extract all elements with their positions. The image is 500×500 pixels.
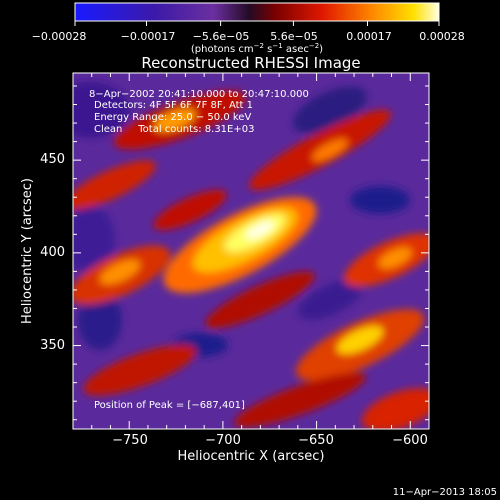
plot-frame: [72, 72, 430, 430]
colorbar-tick-label: −5.6e−05: [193, 30, 250, 43]
y-axis-label: Heliocentric Y (arcsec): [20, 178, 35, 324]
heatmap-image: [73, 73, 429, 429]
colorbar: [74, 2, 440, 22]
colorbar-tick-label: −0.00028: [32, 30, 87, 43]
heatmap-band: [83, 344, 197, 396]
heatmap-hotspot: [336, 326, 384, 354]
x-tick-label: −750: [112, 433, 148, 448]
heatmap-negative-blob: [350, 186, 410, 214]
colorbar-tick-label: −0.00017: [121, 30, 176, 43]
heatmap-band: [205, 271, 315, 329]
heatmap-hotspot: [378, 247, 412, 269]
info-line-time-range: 8−Apr−2002 20:41:10.000 to 20:47:10.000: [89, 89, 309, 100]
peak-position-label: Position of Peak = [−687,401]: [94, 400, 245, 411]
heatmap-hotspot: [99, 259, 141, 285]
colorbar-unit-label: (photons cm−2 s−1 asec−2): [191, 42, 323, 55]
info-line-detectors: Detectors: 4F 5F 6F 7F 8F, Att 1: [94, 100, 253, 111]
colorbar-ticks: [74, 21, 440, 26]
x-axis-ticks: [72, 73, 430, 429]
info-text: 8−Apr−2002 20:41:10.000 to 20:47:10.000 …: [89, 89, 309, 135]
heatmap-negative-blob: [292, 86, 368, 134]
y-axis-ticks: [73, 85, 429, 421]
y-tick-label: 450: [40, 152, 65, 167]
chart-title: Reconstructed RHESSI Image: [141, 54, 360, 72]
heatmap-negative-blob: [78, 290, 122, 350]
heatmap-band: [361, 388, 429, 429]
y-tick-labels: 350 400 450: [40, 152, 65, 353]
info-line-energy: Energy Range: 25.0 − 50.0 keV: [94, 112, 251, 123]
heatmap-band: [153, 189, 227, 231]
x-axis-label: Heliocentric X (arcsec): [178, 449, 325, 464]
colorbar-tick-label: 0.00028: [419, 30, 465, 43]
heatmap-band: [73, 160, 156, 210]
heatmap-source: [245, 220, 275, 240]
heatmap-negative-blob: [73, 205, 115, 275]
y-tick-label: 350: [40, 338, 65, 353]
heatmap-negative-blob: [73, 82, 130, 138]
x-tick-label: −700: [205, 433, 241, 448]
y-tick-label: 400: [40, 245, 65, 260]
x-tick-label: −600: [392, 433, 428, 448]
heatmap-negative-blob: [297, 279, 363, 321]
footer-date: 11−Apr−2013 18:05: [393, 487, 497, 498]
heatmap-hotspot: [312, 138, 348, 162]
colorbar-tick-labels: −0.00028 −0.00017 −5.6e−05 5.6e−05 0.000…: [32, 30, 465, 43]
colorbar-tick-label: 5.6e−05: [270, 30, 317, 43]
x-tick-label: −650: [298, 433, 334, 448]
info-line-counts: Clean Total counts: 8.31E+03: [94, 124, 254, 135]
heatmap-hotspot: [154, 108, 196, 132]
x-tick-labels: −750 −700 −650 −600: [112, 433, 428, 448]
heatmap-band: [234, 372, 366, 428]
colorbar-tick-label: 0.00017: [346, 30, 392, 43]
